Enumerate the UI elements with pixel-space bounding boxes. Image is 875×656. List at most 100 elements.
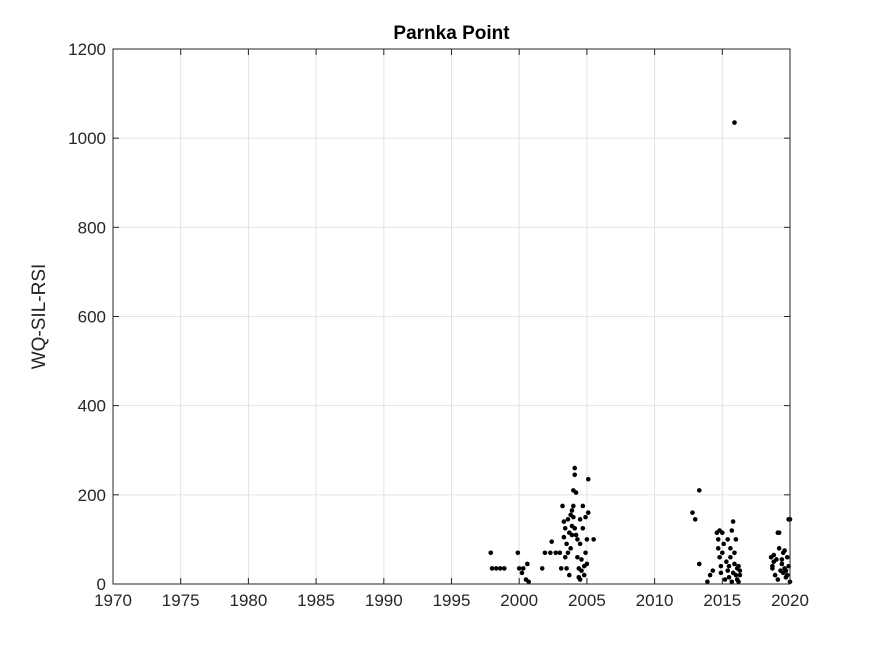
data-point	[690, 510, 695, 515]
x-tick-label: 2000	[500, 591, 538, 610]
x-tick-label: 1985	[297, 591, 335, 610]
data-point	[577, 577, 583, 582]
data-point	[497, 566, 503, 571]
data-point	[718, 563, 724, 569]
data-point	[564, 541, 569, 547]
data-point	[585, 476, 591, 482]
data-point	[733, 572, 739, 578]
data-point	[520, 566, 526, 571]
data-point	[575, 554, 580, 560]
data-point	[770, 563, 775, 569]
data-point	[580, 503, 586, 509]
data-point	[573, 490, 579, 495]
data-point	[553, 550, 559, 556]
data-point	[516, 566, 522, 571]
data-point	[579, 568, 584, 573]
data-point	[730, 519, 736, 524]
data-point	[779, 557, 785, 562]
data-point	[584, 561, 590, 567]
data-point	[571, 514, 576, 520]
data-point	[583, 550, 588, 556]
data-point	[493, 566, 499, 571]
data-point	[580, 525, 586, 531]
data-point	[515, 550, 521, 556]
data-point	[542, 550, 548, 556]
data-point	[564, 566, 569, 571]
data-point	[705, 579, 710, 585]
data-point	[772, 572, 778, 578]
data-point	[724, 559, 729, 565]
data-point	[715, 537, 721, 542]
data-point	[560, 503, 565, 509]
data-point	[732, 561, 737, 567]
data-point	[562, 554, 568, 560]
data-point	[577, 517, 583, 522]
x-tick-label: 1970	[94, 591, 132, 610]
data-point	[696, 561, 702, 567]
data-point	[573, 532, 579, 538]
data-point	[737, 572, 743, 578]
data-point	[539, 566, 545, 571]
data-point	[784, 572, 790, 578]
chart-title: Parnka Point	[393, 23, 510, 44]
data-point	[728, 554, 733, 560]
data-point	[575, 537, 580, 542]
data-point	[707, 572, 713, 578]
data-point	[717, 554, 722, 560]
data-point	[558, 566, 564, 571]
data-point	[571, 503, 576, 509]
data-point	[566, 572, 572, 578]
data-point	[583, 514, 588, 520]
y-tick-label: 200	[78, 486, 106, 505]
data-point	[557, 550, 563, 556]
data-point	[577, 541, 583, 547]
data-point	[565, 550, 571, 556]
y-tick-label: 1000	[68, 129, 106, 148]
data-point	[779, 561, 785, 567]
data-point	[737, 568, 743, 573]
data-point	[561, 519, 567, 524]
data-point	[725, 537, 731, 542]
data-point	[710, 568, 716, 573]
data-point	[736, 563, 741, 569]
data-point	[715, 546, 721, 551]
data-point	[488, 550, 494, 556]
x-tick-label: 1975	[162, 591, 200, 610]
grid	[112, 48, 791, 585]
data-point	[783, 568, 789, 573]
data-point	[774, 557, 779, 562]
x-tick-label: 2005	[568, 591, 606, 610]
data-point	[720, 530, 725, 536]
x-tick-label: 1980	[229, 591, 267, 610]
x-tick-label: 1990	[365, 591, 403, 610]
x-tick-label: 2020	[771, 591, 809, 610]
data-point	[502, 566, 507, 571]
data-point	[776, 530, 782, 536]
y-axis-label: WQ-SIL-RSI	[29, 264, 50, 370]
data-point	[776, 546, 782, 551]
data-point	[722, 577, 728, 582]
data-point	[736, 579, 741, 585]
data-point	[562, 525, 568, 531]
data-point	[729, 528, 735, 533]
axis-ticks: 1970 1975 1980 1985 1990 1995 2000 2005 2010 2015…	[68, 40, 809, 610]
data-point	[561, 534, 567, 540]
data-point	[584, 537, 590, 542]
data-point	[572, 465, 578, 471]
data-point	[775, 577, 781, 582]
data-point	[733, 537, 739, 542]
y-tick-label: 600	[78, 308, 106, 327]
x-tick-label: 2010	[636, 591, 674, 610]
data-point	[726, 575, 732, 580]
data-point	[581, 572, 587, 578]
data-point	[720, 550, 725, 556]
data-point	[585, 510, 591, 515]
data-point	[569, 508, 575, 513]
data-point	[525, 561, 530, 567]
data-point	[519, 570, 525, 576]
data-point	[771, 552, 777, 558]
data-point	[696, 488, 702, 493]
x-tick-label: 1995	[433, 591, 471, 610]
